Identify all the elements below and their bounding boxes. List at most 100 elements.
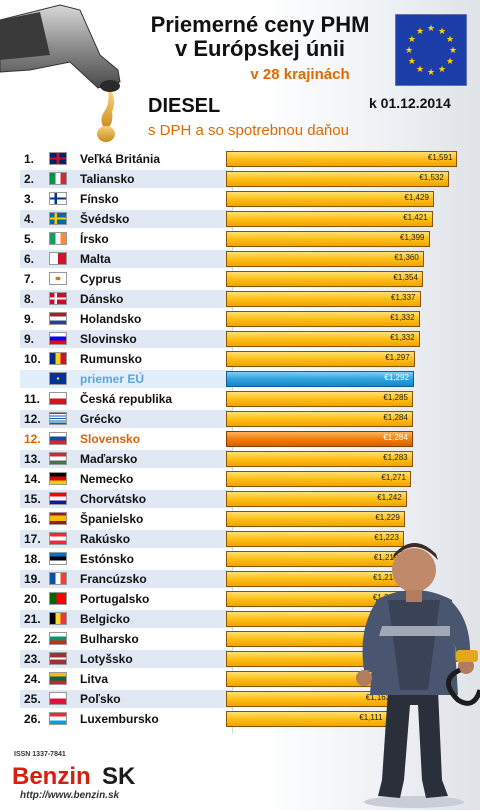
rank-label: 16. <box>24 512 41 526</box>
country-label: Grécko <box>80 412 122 426</box>
it-flag-icon <box>49 172 67 185</box>
price-value-label: €1,332 <box>390 313 415 322</box>
price-value-label: €1,219 <box>373 553 399 562</box>
rank-label: 12. <box>24 412 41 426</box>
price-bar: €1,214 <box>226 571 403 587</box>
country-label: priemer EÚ <box>80 372 145 386</box>
price-bar: €1,223 <box>226 531 404 547</box>
hr-flag-icon <box>49 492 67 505</box>
ee-flag-icon <box>49 552 67 565</box>
price-bar: €1,229 <box>226 511 405 527</box>
country-label: Francúzsko <box>80 572 147 586</box>
dk-flag-icon <box>49 292 67 305</box>
price-value-label: €1,214 <box>373 573 398 582</box>
rank-label: 9. <box>24 312 35 326</box>
price-bar: €1,285 <box>226 391 413 407</box>
country-label: Malta <box>80 252 111 266</box>
price-bar: €1,332 <box>226 311 420 327</box>
table-row: 12. Grécko €1,284 <box>14 409 470 429</box>
eu-star-icon: ★ <box>449 45 457 55</box>
eu-star-icon: ★ <box>446 34 454 44</box>
price-bar: €1,399 <box>226 231 430 247</box>
table-row: 9. Holandsko €1,332 <box>14 309 470 329</box>
price-value-label: €1,532 <box>419 173 444 182</box>
row-background <box>20 330 232 348</box>
price-value-label: €1,354 <box>393 273 418 282</box>
table-row: 10. Rumunsko €1,297 <box>14 349 470 369</box>
country-label: Španielsko <box>80 512 144 526</box>
country-label: Fínsko <box>80 192 119 206</box>
country-label: Cyprus <box>80 272 122 286</box>
vat-note: s DPH a so spotrebnou daňou <box>148 122 349 139</box>
country-label: Estónsko <box>80 552 135 566</box>
table-row: 12. Slovensko €1,284 <box>14 429 470 449</box>
row-background <box>20 290 232 308</box>
table-row: 4. Švédsko €1,421 <box>14 209 470 229</box>
lv-flag-icon <box>49 652 67 665</box>
price-bar: €1,421 <box>226 211 433 227</box>
logo-text-main: Benzin <box>12 763 91 790</box>
price-value-label: €1,223 <box>374 533 399 542</box>
country-label: Belgicko <box>80 612 131 626</box>
date-label: k 01.12.2014 <box>369 95 451 111</box>
row-background <box>20 690 232 708</box>
table-row: 11. Česká republika €1,285 <box>14 389 470 409</box>
price-bar: €1,429 <box>226 191 434 207</box>
cz-flag-icon <box>49 392 67 405</box>
country-label: Írsko <box>80 232 109 246</box>
price-value-label: €1,360 <box>394 253 419 262</box>
rank-label: 4. <box>24 212 35 226</box>
price-bar: €1,332 <box>226 331 420 347</box>
country-label: Veľká Británia <box>80 152 160 166</box>
rank-label: 6. <box>24 252 35 266</box>
price-bar: €1,591 <box>226 151 458 167</box>
rank-label: 9. <box>24 332 35 346</box>
country-label: Dánsko <box>80 292 124 306</box>
row-background <box>20 370 232 388</box>
price-bar: €1,271 <box>226 471 411 487</box>
price-value-label: €1,271 <box>381 473 406 482</box>
si-flag-icon <box>49 332 67 345</box>
eu-star-icon: ★ <box>405 45 413 55</box>
price-bar: €1,284 <box>226 431 413 447</box>
website-url: http://www.benzin.sk <box>20 790 120 801</box>
price-value-label: €1,332 <box>390 333 415 342</box>
table-row: 1. Veľká Británia €1,591 <box>14 149 470 169</box>
price-value-label: €1,297 <box>385 353 410 362</box>
price-bar: €1,360 <box>226 251 424 267</box>
country-label: Slovensko <box>80 432 141 446</box>
price-value-label: €1,111 <box>359 713 383 722</box>
row-background <box>20 450 232 468</box>
price-value-label: €1,242 <box>377 493 402 502</box>
table-row: 14. Nemecko €1,271 <box>14 469 470 489</box>
country-label: Švédsko <box>80 212 130 226</box>
page-title-line2: v Európskej únii <box>175 36 345 61</box>
mt-flag-icon <box>49 252 67 265</box>
rank-label: 25. <box>24 692 41 706</box>
country-label: Maďarsko <box>80 452 138 466</box>
rank-label: 22. <box>24 632 41 646</box>
eu-star-icon: ★ <box>427 23 435 33</box>
issn-label: ISSN 1337-7841 <box>14 751 66 758</box>
subtitle: v 28 krajinách <box>250 66 350 83</box>
price-bar: €1,111 <box>226 711 388 727</box>
logo-text-suffix: SK <box>102 763 136 790</box>
country-label: Nemecko <box>80 472 134 486</box>
country-label: Česká republika <box>80 392 173 406</box>
row-background <box>20 650 232 668</box>
rank-label: 5. <box>24 232 35 246</box>
row-background <box>20 170 232 188</box>
rank-label: 1. <box>24 152 35 166</box>
rank-label: 13. <box>24 452 41 466</box>
bg-flag-icon <box>49 632 67 645</box>
table-row: 8. Dánsko €1,337 <box>14 289 470 309</box>
rank-label: 11. <box>24 392 41 406</box>
country-label: Litva <box>80 672 109 686</box>
lt-flag-icon <box>49 672 67 685</box>
price-bar: €1,297 <box>226 351 415 367</box>
row-background <box>20 410 232 428</box>
price-value-label: €1,399 <box>400 233 425 242</box>
price-value-label: €1,285 <box>383 393 408 402</box>
pt-flag-icon <box>49 592 67 605</box>
